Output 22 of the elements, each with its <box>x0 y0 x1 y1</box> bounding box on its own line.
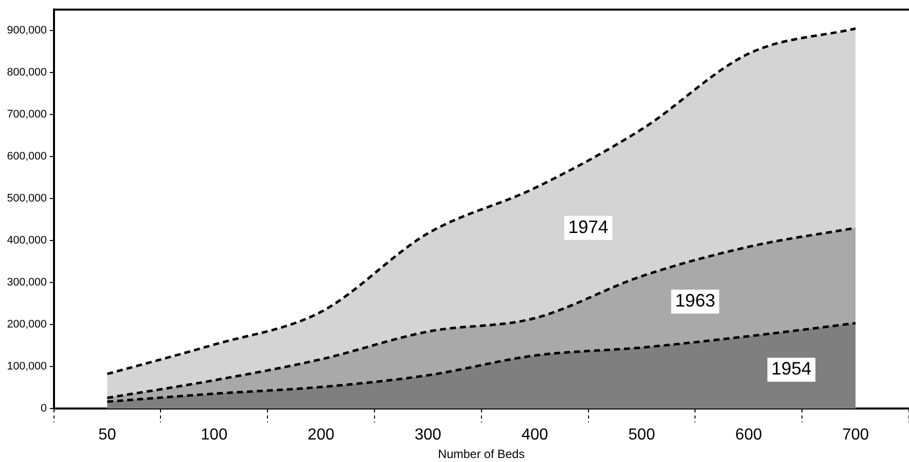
x-tick-label: 200 <box>308 426 334 444</box>
y-tick-label: 600,000 <box>6 150 47 163</box>
x-tick-label: 500 <box>628 426 656 444</box>
y-tick-label: 100,000 <box>6 360 47 372</box>
x-tick-label: 100 <box>200 426 228 444</box>
series-label: 1974 <box>568 216 608 237</box>
x-axis-title: Number of Beds <box>438 447 525 462</box>
series-label: 1963 <box>675 290 716 311</box>
y-tick-label: 0 <box>40 402 47 414</box>
x-tick-label: 400 <box>521 426 548 444</box>
y-tick-label: 500,000 <box>6 192 47 205</box>
x-tick-label: 700 <box>842 426 869 444</box>
y-tick-label: 200,000 <box>6 318 47 330</box>
y-tick-label: 800,000 <box>6 66 47 79</box>
series-label: 1954 <box>771 358 812 379</box>
x-tick-label: 50 <box>98 426 116 444</box>
y-tick-label: 900,000 <box>6 24 47 37</box>
x-tick-label: 300 <box>414 426 442 444</box>
x-tick-label: 600 <box>735 426 762 444</box>
y-tick-label: 400,000 <box>6 234 47 247</box>
y-tick-label: 700,000 <box>6 108 47 121</box>
y-tick-label: 300,000 <box>6 276 47 288</box>
